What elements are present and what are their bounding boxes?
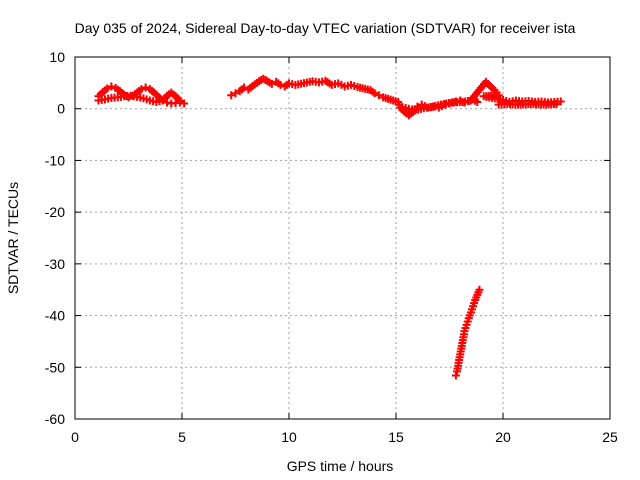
data-point <box>103 84 112 93</box>
y-tick-label: -10 <box>45 152 65 168</box>
data-point <box>473 97 482 106</box>
x-tick-label: 20 <box>495 429 511 445</box>
y-tick-label: -50 <box>45 359 65 375</box>
x-axis-ticks: 0 5 10 15 20 25 <box>71 57 618 445</box>
y-tick-label: -40 <box>45 308 65 324</box>
y-tick-label: -60 <box>45 411 65 427</box>
x-tick-label: 25 <box>602 429 618 445</box>
y-tick-label: -20 <box>45 204 65 220</box>
x-tick-label: 15 <box>388 429 404 445</box>
grid-lines <box>75 57 610 419</box>
data-point <box>141 83 150 92</box>
y-axis-label: SDTVAR / TECUs <box>5 182 21 294</box>
data-point <box>137 85 146 94</box>
data-point <box>374 91 383 100</box>
data-point <box>175 96 184 105</box>
data-point <box>180 99 189 108</box>
x-axis-label: GPS time / hours <box>287 458 394 474</box>
y-tick-label: 0 <box>57 101 65 117</box>
data-point <box>163 98 172 107</box>
y-tick-label: -30 <box>45 256 65 272</box>
x-tick-label: 10 <box>281 429 297 445</box>
data-point <box>107 82 116 91</box>
data-point <box>227 91 236 100</box>
x-tick-label: 0 <box>71 429 79 445</box>
x-tick-label: 5 <box>178 429 186 445</box>
data-point <box>552 100 561 109</box>
y-axis-ticks: 10 0 -10 -20 -30 -40 -50 -60 <box>45 49 610 427</box>
plot-frame <box>74 56 611 420</box>
data-point <box>231 89 240 98</box>
y-tick-label: 10 <box>49 49 65 65</box>
data-point <box>370 89 379 98</box>
data-point <box>451 371 460 380</box>
data-points <box>94 74 565 380</box>
chart-title: Day 035 of 2024, Sidereal Day-to-day VTE… <box>75 20 576 36</box>
data-point <box>452 367 461 376</box>
data-point <box>556 97 565 106</box>
